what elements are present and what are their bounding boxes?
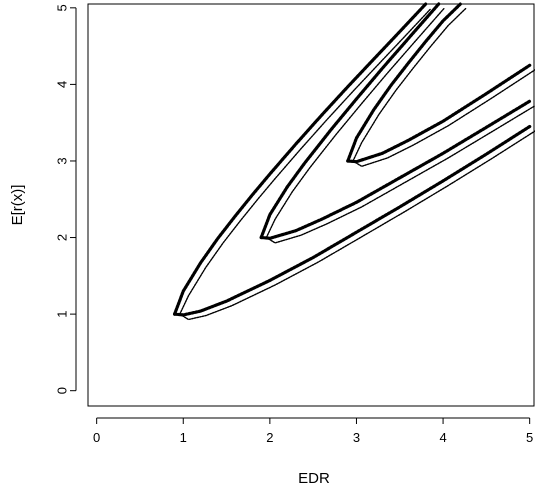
y-tick-label: 1 xyxy=(55,310,70,317)
curves-layer xyxy=(173,2,535,321)
curve-1-upper-arm xyxy=(173,2,428,316)
curve-3-upper-arm xyxy=(346,2,462,163)
y-tick-label: 4 xyxy=(55,81,70,88)
curve-2-upper-inner xyxy=(265,7,445,239)
y-tick-label: 2 xyxy=(55,234,70,241)
y-tick-label: 0 xyxy=(55,387,70,394)
curve-2-lower-arm xyxy=(259,99,532,240)
x-tick-label: 1 xyxy=(180,430,187,445)
y-axis-title: E[r(x)] xyxy=(9,185,26,226)
x-axis: 0 1 2 3 4 5 xyxy=(93,417,533,445)
curve-1-lower-inner xyxy=(179,130,535,321)
x-tick-label: 4 xyxy=(439,430,446,445)
curve-3-lower-arm xyxy=(346,63,532,164)
plot-frame xyxy=(87,3,535,407)
y-tick-label: 3 xyxy=(55,157,70,164)
curve-2-lower-inner xyxy=(265,105,535,244)
curve-2-upper-arm xyxy=(259,2,441,240)
y-axis: 0 1 2 3 4 5 xyxy=(55,4,77,394)
x-tick-label: 2 xyxy=(266,430,273,445)
curve-1-lower-arm xyxy=(173,124,532,317)
x-tick-label: 3 xyxy=(353,430,360,445)
y-tick-label: 5 xyxy=(55,4,70,11)
curve-1-upper-inner xyxy=(179,7,432,315)
x-axis-title: EDR xyxy=(298,470,330,487)
x-tick-label: 0 xyxy=(93,430,100,445)
curve-3-upper-inner xyxy=(352,7,467,162)
curve-3-lower-inner xyxy=(352,69,535,167)
x-tick-label: 5 xyxy=(526,430,533,445)
